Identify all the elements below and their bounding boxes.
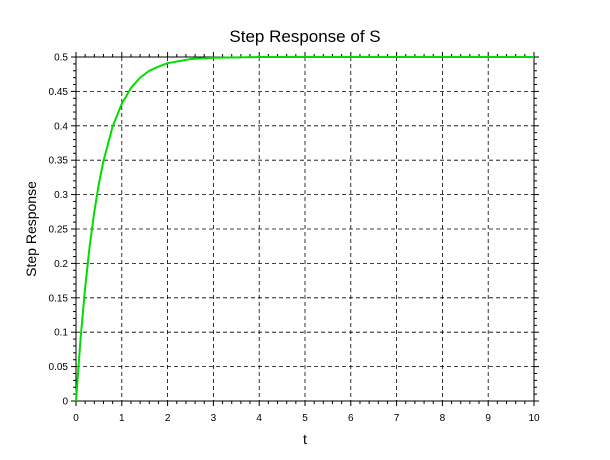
y-tick-label: 0.2 (54, 259, 68, 270)
y-tick-label: 0.5 (54, 53, 68, 64)
y-tick-label: 0.25 (49, 225, 69, 236)
y-tick-label: 0.15 (49, 293, 69, 304)
y-tick-label: 0.45 (49, 87, 69, 98)
y-tick-label: 0.35 (49, 156, 69, 167)
grid-lines (76, 57, 534, 401)
x-tick-label: 9 (485, 413, 491, 424)
y-tick-label: 0.05 (49, 362, 69, 373)
x-tick-label: 1 (119, 413, 125, 424)
x-tick-label: 3 (211, 413, 217, 424)
y-tick-label: 0.1 (54, 328, 68, 339)
x-tick-label: 5 (302, 413, 308, 424)
y-tick-label: 0.4 (54, 121, 68, 132)
y-tick-labels: 0 0.05 0.1 0.15 0.2 0.25 0.3 0.35 0.4 0.45 0.5 (49, 53, 69, 408)
x-tick-label: 2 (165, 413, 171, 424)
x-tick-label: 8 (440, 413, 446, 424)
x-tick-label: 10 (528, 413, 540, 424)
x-tick-label: 7 (394, 413, 400, 424)
x-tick-label: 0 (73, 413, 79, 424)
series-layer (75, 56, 534, 402)
axis-ticks (71, 52, 539, 406)
x-tick-label: 6 (348, 413, 354, 424)
x-tick-label: 4 (256, 413, 262, 424)
y-tick-label: 0 (62, 397, 68, 408)
y-axis-label: Step Response (23, 181, 39, 277)
y-tick-label: 0.3 (54, 190, 68, 201)
x-tick-labels: 0 1 2 3 4 5 6 7 8 9 10 (73, 413, 540, 424)
chart-title: Step Response of S (229, 27, 380, 46)
x-axis-label: t (303, 431, 307, 447)
series-line-0 (75, 56, 534, 402)
